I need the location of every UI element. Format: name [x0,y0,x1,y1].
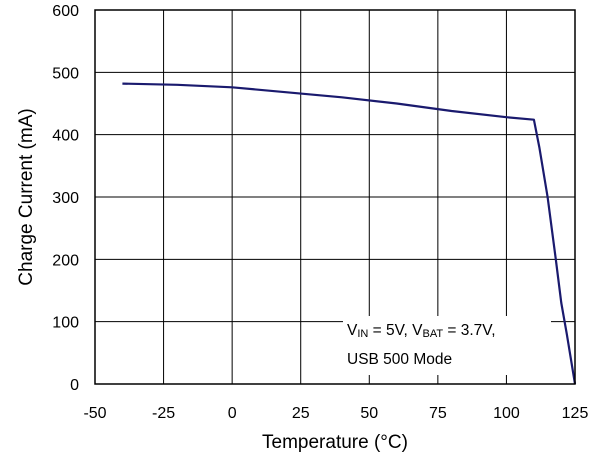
y-tick-label: 600 [52,3,79,20]
x-tick-label: 0 [228,405,237,422]
x-tick-label: 100 [493,405,520,422]
annotation-line-1: VIN = 5V, VBAT = 3.7V, [347,318,547,347]
series-layer [122,82,577,385]
x-tick-label: 75 [429,405,447,422]
vin-subscript: IN [357,328,369,340]
y-axis-label: Charge Current (mA) [16,108,37,285]
x-tick-label: 50 [360,405,378,422]
y-tick-label: 300 [52,190,79,207]
annotation-line-2: USB 500 Mode [347,351,453,368]
plot-frame [94,9,576,385]
vin-label: V [347,322,358,339]
y-tick-labels: 0 100 200 300 400 500 600 [52,3,79,394]
vbat-value: = 3.7V, [443,322,496,339]
vbat-label: V [412,322,423,339]
vin-value: = 5V, [368,322,413,339]
y-tick-label: 0 [70,377,79,394]
x-tick-label: -25 [152,405,175,422]
x-tick-label: 25 [292,405,310,422]
grid-lines [94,9,576,385]
x-tick-labels: -50 -25 0 25 50 75 100 125 [83,405,588,422]
x-tick-label: -50 [83,405,106,422]
vbat-subscript: BAT [422,328,444,340]
y-tick-label: 500 [52,65,79,82]
y-tick-label: 200 [52,252,79,269]
x-tick-label: 125 [562,405,589,422]
y-tick-label: 400 [52,128,79,145]
series-line [122,82,577,385]
conditions-annotation: VIN = 5V, VBAT = 3.7V, USB 500 Mode [343,316,551,375]
x-axis-label: Temperature (°C) [262,432,408,453]
y-tick-label: 100 [52,315,79,332]
